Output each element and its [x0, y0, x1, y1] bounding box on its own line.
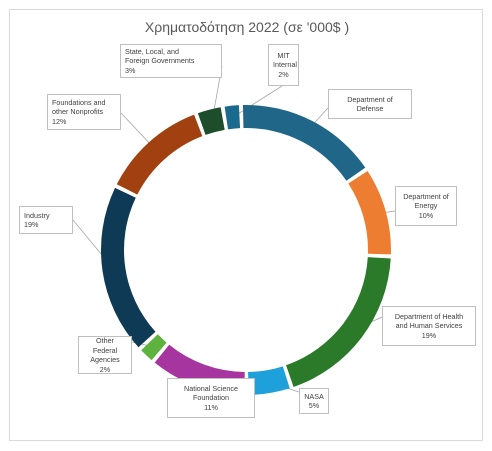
callout-state-local-and-foreign-governments: State, Local, and Foreign Governments 3%: [120, 44, 222, 78]
slice-state-local-and-foreign-governments: [197, 107, 225, 135]
callout-text: Department of Energy 10%: [403, 191, 449, 220]
callout-department-of-health-and-human-services: Department of Health and Human Services …: [382, 306, 476, 346]
callout-department-of-defense: Department of Defense: [328, 89, 412, 119]
callout-text: Department of Health and Human Services …: [394, 311, 464, 340]
slice-foundations-and-other-nonprofits: [116, 114, 203, 195]
slice-nasa: [248, 366, 290, 395]
chart-title: Χρηματοδότηση 2022 (σε '000$ ): [144, 19, 350, 35]
callout-mit-internal: MIT Internal 2%: [268, 44, 299, 86]
callout-other-federal-agencies: Other Federal Agencies 2%: [78, 336, 132, 374]
callout-text: Other Federal Agencies 2%: [90, 336, 120, 374]
callout-text: Industry 19%: [24, 210, 50, 230]
slice-department-of-health-and-human-services: [286, 257, 391, 387]
callout-text: Department of Defense: [347, 94, 393, 114]
chart-frame: Χρηματοδότηση 2022 (σε '000$ ) Departmen…: [9, 9, 483, 441]
callout-industry: Industry 19%: [19, 206, 73, 234]
callout-text: Foundations and other Nonprofits 12%: [52, 97, 106, 126]
slice-other-federal-agencies: [141, 334, 167, 361]
callout-national-science-foundation: National Science Foundation 11%: [167, 378, 255, 418]
slice-department-of-defense: [242, 105, 366, 181]
slice-department-of-energy: [348, 170, 391, 255]
callout-text: State, Local, and Foreign Governments 3%: [125, 46, 195, 75]
callout-department-of-energy: Department of Energy 10%: [395, 186, 457, 226]
callout-text: NASA 5%: [304, 391, 324, 411]
callout-nasa: NASA 5%: [299, 388, 329, 414]
slice-industry: [100, 187, 156, 348]
callout-text: MIT Internal 2%: [273, 50, 297, 79]
donut-slices: [100, 105, 391, 395]
callout-text: National Science Foundation 11%: [184, 383, 238, 412]
slice-mit-internal: [224, 105, 241, 130]
leader-line: [232, 85, 283, 118]
callout-foundations-and-other-nonprofits: Foundations and other Nonprofits 12%: [47, 94, 121, 130]
